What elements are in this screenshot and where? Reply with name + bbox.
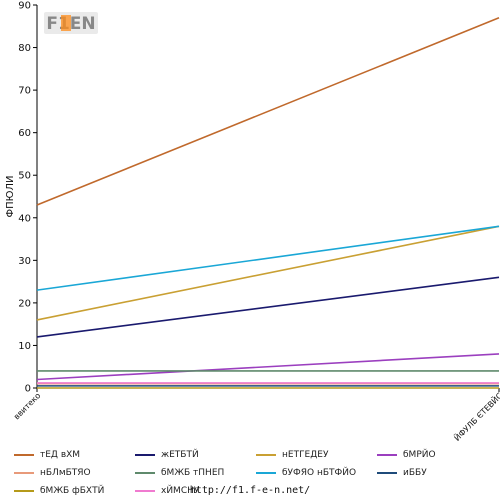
y-tick-label: 80 bbox=[18, 43, 31, 54]
legend-item: хЙМСНУ bbox=[135, 485, 256, 496]
legend-item: бМРЙО bbox=[377, 449, 498, 460]
legend-swatch bbox=[377, 453, 397, 456]
y-tick-label: 40 bbox=[18, 213, 31, 224]
y-tick-label: 90 bbox=[18, 1, 31, 12]
legend-swatch bbox=[377, 471, 397, 474]
x-tick-label: ввитеко bbox=[12, 391, 42, 421]
y-axis-label: ФПЮЛИ bbox=[5, 176, 16, 218]
x-tick-label: ЙФУЛБ ЄТЕВЙС bbox=[451, 389, 500, 443]
legend-item: бМЖБ тПНЕП bbox=[135, 467, 256, 478]
legend-label: бМРЙО bbox=[403, 449, 436, 460]
series-lines bbox=[36, 17, 500, 389]
y-tick-label: 70 bbox=[18, 86, 31, 97]
legend-label: жЕТБТЙ bbox=[161, 449, 199, 460]
y-tick-label: 10 bbox=[18, 341, 31, 352]
source-url: http://f1.f-e-n.net/ bbox=[189, 485, 311, 496]
y-tick-label: 0 bbox=[25, 384, 31, 395]
legend-swatch bbox=[256, 471, 276, 474]
legend-label: иББУ bbox=[403, 467, 427, 478]
series-line bbox=[36, 17, 500, 206]
legend-item: бУФЯО нБТФЙО bbox=[256, 467, 377, 478]
legend-swatch bbox=[14, 471, 34, 474]
legend-swatch bbox=[135, 453, 155, 456]
legend-label: нЕТГЕДЕУ bbox=[282, 449, 329, 460]
legend-label: бМЖБ тПНЕП bbox=[161, 467, 225, 478]
legend-item: тЕД вХМ bbox=[14, 449, 135, 460]
y-tick-label: 30 bbox=[18, 256, 31, 267]
legend-item: нБЛмБТЯО bbox=[14, 467, 135, 478]
legend-swatch bbox=[135, 489, 155, 492]
legend-label: бМЖБ фБХТЙ bbox=[40, 485, 105, 496]
legend-swatch bbox=[14, 453, 34, 456]
legend-label: хЙМСНУ bbox=[161, 485, 200, 496]
y-tick-label: 60 bbox=[18, 128, 31, 139]
legend-label: тЕД вХМ bbox=[40, 449, 81, 460]
series-line bbox=[36, 225, 500, 291]
legend-item: бМЖБ фБХТЙ bbox=[14, 485, 135, 496]
legend-item: иББУ bbox=[377, 467, 498, 478]
legend-swatch bbox=[256, 453, 276, 456]
legend-item: жЕТБТЙ bbox=[135, 449, 256, 460]
legend-swatch bbox=[135, 471, 155, 474]
logo-graphic: F1EN bbox=[44, 12, 98, 34]
legend-label: бУФЯО нБТФЙО bbox=[282, 467, 357, 478]
series-line bbox=[36, 353, 500, 381]
f1en-logo: F1EN bbox=[44, 10, 98, 36]
legend-swatch bbox=[14, 489, 34, 492]
y-tick-label: 50 bbox=[18, 171, 31, 182]
legend: тЕД вХМ жЕТБТЙ нЕТГЕДЕУ бМРЙО нБЛмБТЯО бМЖБ т… bbox=[14, 449, 500, 496]
series-line bbox=[36, 276, 500, 338]
y-tick-label: 20 bbox=[18, 298, 31, 309]
legend-label: нБЛмБТЯО bbox=[40, 467, 91, 478]
series-line bbox=[36, 225, 500, 321]
legend-item: нЕТГЕДЕУ bbox=[256, 449, 377, 460]
